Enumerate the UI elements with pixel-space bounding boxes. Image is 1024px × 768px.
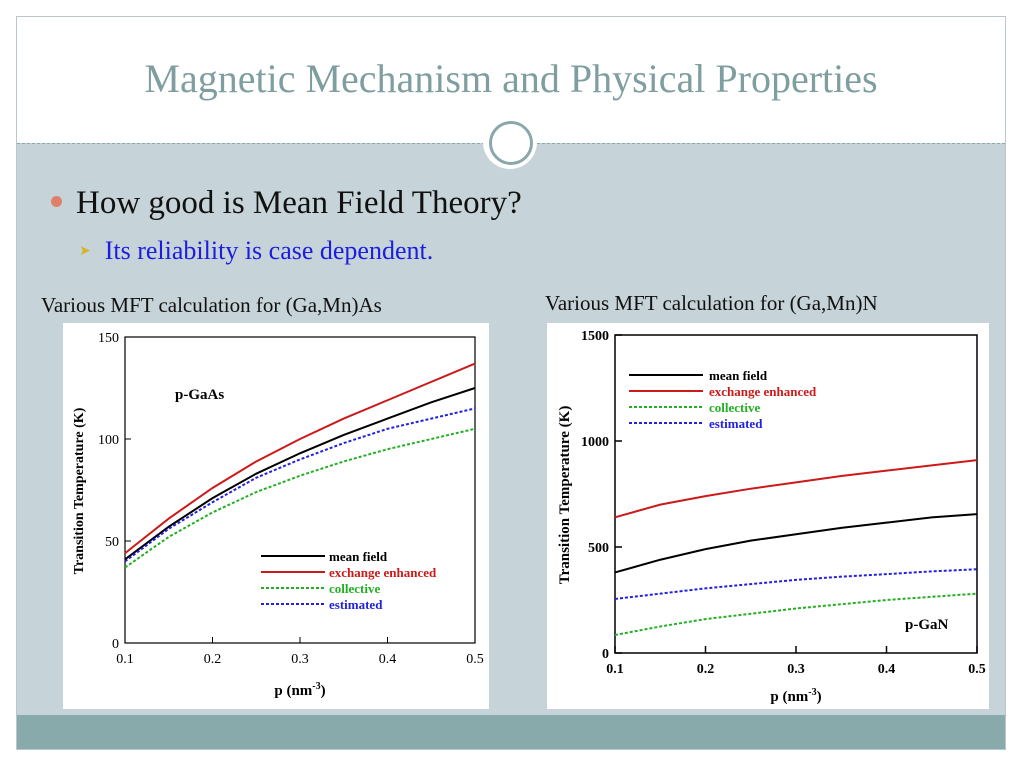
slide-title: Magnetic Mechanism and Physical Properti… bbox=[144, 56, 878, 101]
x-axis-label-text: p (nm bbox=[274, 683, 312, 699]
y-tick-label: 1000 bbox=[581, 435, 609, 450]
chart-annotation: p-GaAs bbox=[175, 387, 224, 403]
caption-gaas: Various MFT calculation for (Ga,Mn)As bbox=[41, 293, 382, 317]
main-bullet-text: How good is Mean Field Theory? bbox=[76, 185, 522, 221]
legend-label: estimated bbox=[329, 597, 383, 612]
bullet-dot-icon bbox=[51, 195, 62, 207]
legend-label: exchange enhanced bbox=[709, 384, 817, 399]
chart-gan-svg: 0.1 0.2 0.3 0.4 0.5 0 500 1000 1500 mean fieldexc… bbox=[557, 329, 986, 705]
x-tick-label: 0.3 bbox=[787, 662, 805, 677]
chart-gaas: 0.1 0.2 0.3 0.4 0.5 0 50 100 150 p-GaAs p (nm-3) Tr… bbox=[63, 323, 489, 709]
legend-label: collective bbox=[329, 581, 380, 596]
plot-frame bbox=[124, 336, 476, 644]
x-axis-label-end: ) bbox=[321, 683, 326, 699]
x-axis-label-sup: -3 bbox=[808, 687, 816, 698]
x-tick-label: 0.5 bbox=[466, 652, 484, 667]
series-line-estimated bbox=[614, 568, 978, 600]
main-bullet: How good is Mean Field Theory? bbox=[51, 185, 522, 222]
legend-label: mean field bbox=[329, 549, 388, 564]
series-line-collective bbox=[124, 427, 476, 569]
legend-label: mean field bbox=[709, 368, 768, 383]
divider-ring-icon bbox=[489, 121, 533, 165]
y-tick-label: 50 bbox=[105, 535, 119, 550]
y-tick-label: 500 bbox=[588, 541, 609, 556]
caption-gan: Various MFT calculation for (Ga,Mn)N bbox=[545, 291, 878, 315]
footer-band bbox=[17, 715, 1005, 749]
x-axis-label-sup: -3 bbox=[312, 681, 320, 692]
series-line-mean-field bbox=[124, 387, 476, 561]
x-axis-label: p (nm-3) bbox=[770, 687, 821, 705]
series-line-exchange-enhanced bbox=[124, 362, 476, 555]
chart-gaas-svg: 0.1 0.2 0.3 0.4 0.5 0 50 100 150 p-GaAs p (nm-3) Tr… bbox=[72, 331, 484, 699]
y-tick-label: 150 bbox=[98, 331, 119, 346]
sub-bullet: ➤ Its reliability is case dependent. bbox=[79, 236, 433, 266]
x-tick-label: 0.1 bbox=[606, 662, 624, 677]
x-tick-label: 0.2 bbox=[697, 662, 715, 677]
plot-frame bbox=[614, 334, 978, 654]
sub-bullet-text: Its reliability is case dependent. bbox=[104, 236, 434, 265]
x-axis-label-text: p (nm bbox=[770, 689, 808, 705]
y-tick-label: 0 bbox=[112, 637, 119, 652]
x-tick-label: 0.1 bbox=[116, 652, 134, 667]
series-line-estimated bbox=[124, 407, 476, 563]
chart-gan: 0.1 0.2 0.3 0.4 0.5 0 500 1000 1500 mean field exc… bbox=[547, 323, 989, 709]
y-tick-label: 1500 bbox=[581, 329, 609, 344]
x-tick-label: 0.4 bbox=[878, 662, 896, 677]
y-tick-label: 100 bbox=[98, 433, 119, 448]
x-axis-label-end: ) bbox=[817, 689, 822, 705]
legend-label: estimated bbox=[709, 416, 763, 431]
legend-label: exchange enhanced bbox=[329, 565, 437, 580]
y-tick-label: 0 bbox=[602, 647, 609, 662]
series-line-mean-field bbox=[614, 513, 978, 574]
x-axis-label: p (nm-3) bbox=[274, 681, 325, 699]
x-tick-label: 0.5 bbox=[968, 662, 986, 677]
arrow-bullet-icon: ➤ bbox=[79, 244, 91, 259]
x-tick-label: 0.2 bbox=[204, 652, 222, 667]
chart-annotation: p-GaN bbox=[905, 617, 949, 633]
y-axis-label: Transition Temperature (K) bbox=[557, 406, 573, 585]
x-tick-label: 0.4 bbox=[379, 652, 397, 667]
x-tick-label: 0.3 bbox=[291, 652, 309, 667]
y-axis-label: Transition Temperature (K) bbox=[72, 407, 87, 574]
series-line-exchange-enhanced bbox=[614, 459, 978, 519]
legend-label: collective bbox=[709, 400, 760, 415]
series-line-collective bbox=[614, 592, 978, 636]
slide-frame: Magnetic Mechanism and Physical Properti… bbox=[16, 16, 1006, 750]
